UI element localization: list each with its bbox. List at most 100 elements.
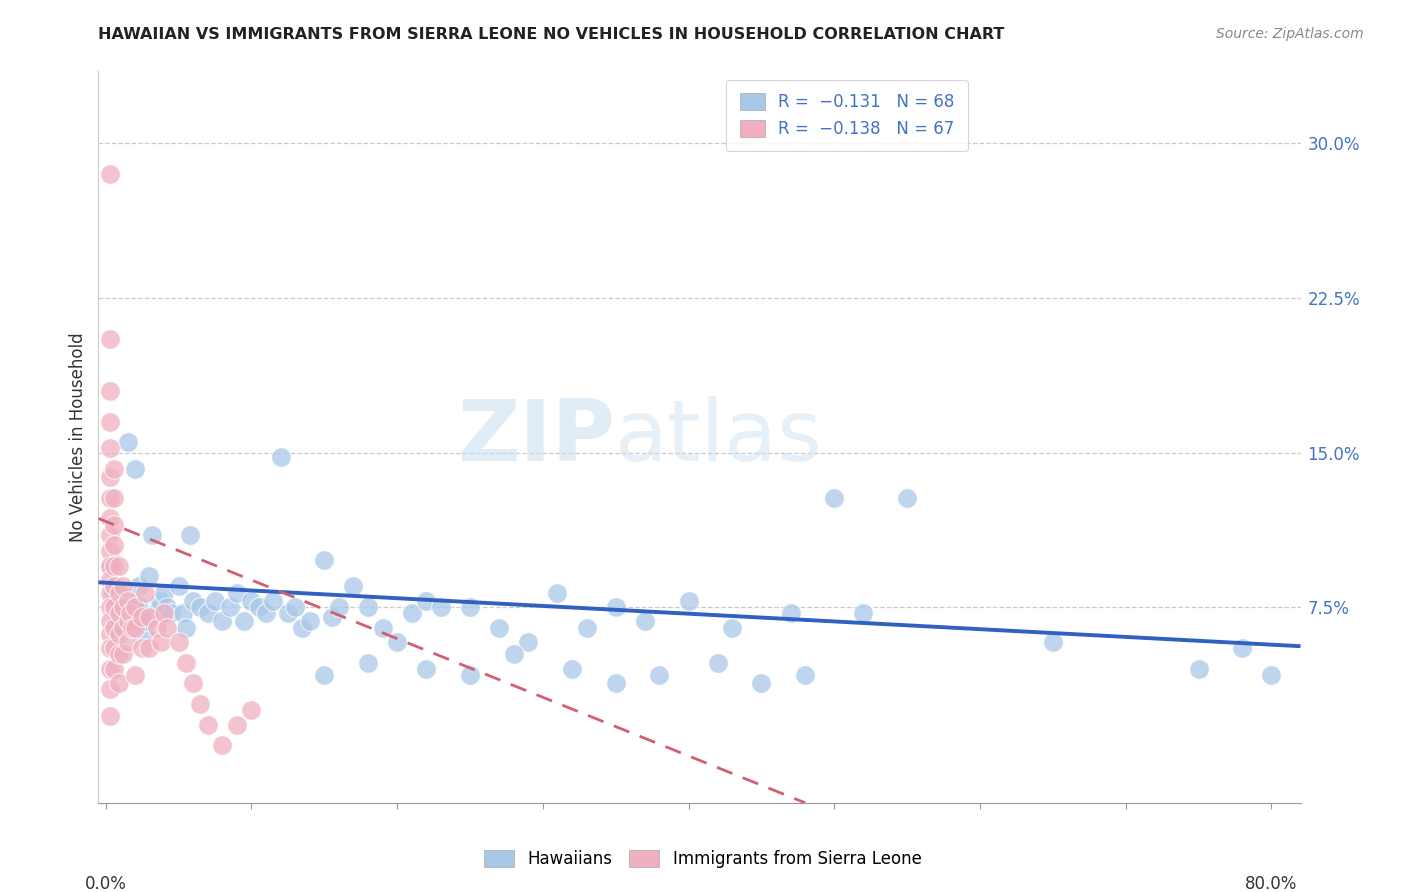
Point xyxy=(314,668,336,682)
Point xyxy=(108,627,131,641)
Point xyxy=(104,606,127,620)
Point xyxy=(174,621,197,635)
Point xyxy=(430,600,453,615)
Point xyxy=(103,517,125,532)
Point xyxy=(181,676,204,690)
Point xyxy=(98,384,121,398)
Point xyxy=(149,594,172,608)
Point xyxy=(1260,668,1282,682)
Point xyxy=(98,627,121,641)
Point xyxy=(98,511,121,525)
Y-axis label: No Vehicles in Household: No Vehicles in Household xyxy=(69,332,87,542)
Point xyxy=(357,656,380,670)
Point xyxy=(488,621,510,635)
Point xyxy=(98,585,121,599)
Point xyxy=(103,641,125,656)
Point xyxy=(153,585,176,599)
Point xyxy=(284,600,307,615)
Point xyxy=(401,606,423,620)
Point xyxy=(117,435,139,450)
Point xyxy=(121,621,143,635)
Point xyxy=(98,558,121,573)
Point xyxy=(122,604,145,618)
Point xyxy=(108,585,131,599)
Point xyxy=(103,600,125,615)
Point xyxy=(112,621,135,635)
Point xyxy=(124,668,146,682)
Point xyxy=(98,491,121,505)
Point xyxy=(114,590,136,604)
Point xyxy=(128,579,150,593)
Point xyxy=(179,528,201,542)
Point xyxy=(121,594,143,608)
Point xyxy=(517,635,540,649)
Point xyxy=(98,615,121,629)
Point xyxy=(225,585,247,599)
Point xyxy=(385,635,408,649)
Point xyxy=(145,621,167,635)
Point xyxy=(108,621,131,635)
Point xyxy=(254,606,277,620)
Point xyxy=(415,662,437,676)
Point xyxy=(103,538,125,552)
Text: atlas: atlas xyxy=(616,395,824,479)
Point xyxy=(134,585,156,599)
Point xyxy=(98,709,121,723)
Point xyxy=(721,621,744,635)
Text: HAWAIIAN VS IMMIGRANTS FROM SIERRA LEONE NO VEHICLES IN HOUSEHOLD CORRELATION CH: HAWAIIAN VS IMMIGRANTS FROM SIERRA LEONE… xyxy=(98,27,1005,42)
Point xyxy=(247,600,270,615)
Point xyxy=(1232,641,1254,656)
Point xyxy=(181,594,204,608)
Point xyxy=(190,697,212,711)
Point xyxy=(98,470,121,484)
Point xyxy=(120,606,142,620)
Point xyxy=(135,615,157,629)
Point xyxy=(197,606,219,620)
Point xyxy=(145,604,167,618)
Point xyxy=(98,528,121,542)
Point xyxy=(150,635,173,649)
Point xyxy=(103,462,125,476)
Point xyxy=(103,662,125,676)
Point xyxy=(371,621,394,635)
Point xyxy=(98,600,121,615)
Point xyxy=(262,594,284,608)
Point xyxy=(131,615,153,629)
Text: 0.0%: 0.0% xyxy=(84,875,127,892)
Point xyxy=(156,600,179,615)
Point xyxy=(112,648,135,662)
Point xyxy=(167,579,190,593)
Point xyxy=(131,641,153,656)
Point xyxy=(110,600,132,615)
Point xyxy=(131,610,153,624)
Point xyxy=(240,594,263,608)
Point xyxy=(138,569,160,583)
Point xyxy=(117,594,139,608)
Point xyxy=(172,606,194,620)
Point xyxy=(98,662,121,676)
Point xyxy=(138,610,160,624)
Point xyxy=(98,574,121,588)
Point xyxy=(112,579,135,593)
Point xyxy=(103,558,125,573)
Legend: R =  −0.131   N = 68, R =  −0.138   N = 67: R = −0.131 N = 68, R = −0.138 N = 67 xyxy=(727,79,967,151)
Point xyxy=(108,558,131,573)
Point xyxy=(706,656,728,670)
Point xyxy=(108,676,131,690)
Point xyxy=(124,621,146,635)
Point xyxy=(153,606,176,620)
Point xyxy=(298,615,321,629)
Point xyxy=(634,615,657,629)
Point xyxy=(160,606,183,620)
Point xyxy=(156,621,179,635)
Point xyxy=(225,717,247,731)
Text: Source: ZipAtlas.com: Source: ZipAtlas.com xyxy=(1216,27,1364,41)
Point xyxy=(321,610,343,624)
Point xyxy=(852,606,875,620)
Point xyxy=(174,656,197,670)
Point xyxy=(98,332,121,346)
Point xyxy=(823,491,845,505)
Point xyxy=(124,462,146,476)
Point xyxy=(117,635,139,649)
Point xyxy=(98,558,121,573)
